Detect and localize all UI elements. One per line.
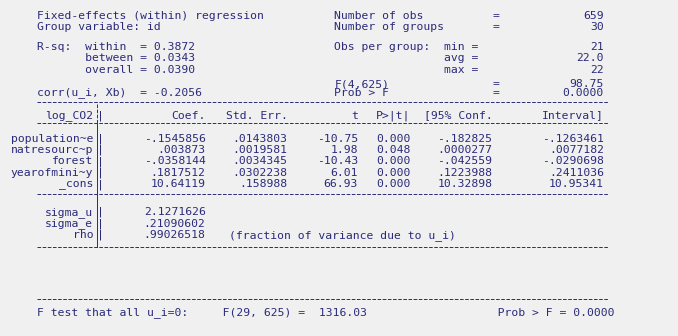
Text: |: | <box>97 207 104 217</box>
Text: |: | <box>97 168 104 178</box>
Text: 10.95341: 10.95341 <box>549 179 604 190</box>
Text: 1.98: 1.98 <box>330 145 358 155</box>
Text: 2.1271626: 2.1271626 <box>144 207 205 217</box>
Text: t: t <box>351 111 358 121</box>
Text: Prob > F: Prob > F <box>334 88 389 98</box>
Text: natresourc~p: natresourc~p <box>11 145 93 155</box>
Text: .003873: .003873 <box>157 145 205 155</box>
Text: Obs per group:  min =: Obs per group: min = <box>334 42 479 52</box>
Text: [95% Conf.: [95% Conf. <box>424 111 492 121</box>
Text: between = 0.0343: between = 0.0343 <box>37 53 195 63</box>
Text: -.1545856: -.1545856 <box>144 133 205 143</box>
Text: 0.000: 0.000 <box>376 157 411 166</box>
Text: .0019581: .0019581 <box>233 145 287 155</box>
Text: 66.93: 66.93 <box>323 179 358 190</box>
Text: -.182825: -.182825 <box>437 133 492 143</box>
Text: .1223988: .1223988 <box>437 168 492 178</box>
Text: .0034345: .0034345 <box>233 157 287 166</box>
Text: 98.75: 98.75 <box>570 79 604 89</box>
Text: 0.0000: 0.0000 <box>563 88 604 98</box>
Text: .0000277: .0000277 <box>437 145 492 155</box>
Text: =: = <box>492 88 500 98</box>
Text: .0302238: .0302238 <box>233 168 287 178</box>
Text: (fraction of variance due to u_i): (fraction of variance due to u_i) <box>229 230 456 241</box>
Text: Number of groups: Number of groups <box>334 22 444 32</box>
Text: Group variable: id: Group variable: id <box>37 22 161 32</box>
Text: Number of obs: Number of obs <box>334 11 424 20</box>
Text: avg =: avg = <box>334 53 479 63</box>
Text: |: | <box>97 110 104 121</box>
Text: sigma_u: sigma_u <box>45 207 93 218</box>
Text: 21: 21 <box>590 42 604 52</box>
Text: Coef.: Coef. <box>172 111 205 121</box>
Text: -10.43: -10.43 <box>317 157 358 166</box>
Text: -.1263461: -.1263461 <box>542 133 604 143</box>
Text: log_CO2: log_CO2 <box>45 110 93 121</box>
Text: .99026518: .99026518 <box>144 230 205 240</box>
Text: population~e: population~e <box>11 133 93 143</box>
Text: 22.0: 22.0 <box>576 53 604 63</box>
Text: -.0290698: -.0290698 <box>542 157 604 166</box>
Text: 10.32898: 10.32898 <box>437 179 492 190</box>
Text: -10.75: -10.75 <box>317 133 358 143</box>
Text: Interval]: Interval] <box>542 111 604 121</box>
Text: P>|t|: P>|t| <box>376 110 411 121</box>
Text: corr(u_i, Xb)  = -0.2056: corr(u_i, Xb) = -0.2056 <box>37 87 202 98</box>
Text: overall = 0.0390: overall = 0.0390 <box>37 65 195 75</box>
Text: |: | <box>97 218 104 229</box>
Text: |: | <box>97 145 104 155</box>
Text: F(4,625): F(4,625) <box>334 79 389 89</box>
Text: F test that all u_i=0:     F(29, 625) =  1316.03                   Prob > F = 0.: F test that all u_i=0: F(29, 625) = 1316… <box>37 307 614 318</box>
Text: 659: 659 <box>583 11 604 20</box>
Text: .1817512: .1817512 <box>151 168 205 178</box>
Text: .158988: .158988 <box>239 179 287 190</box>
Text: .21090602: .21090602 <box>144 219 205 229</box>
Text: -.0358144: -.0358144 <box>144 157 205 166</box>
Text: Fixed-effects (within) regression: Fixed-effects (within) regression <box>37 11 264 20</box>
Text: rho: rho <box>73 230 93 240</box>
Text: R-sq:  within  = 0.3872: R-sq: within = 0.3872 <box>37 42 195 52</box>
Text: =: = <box>492 11 500 20</box>
Text: .0077182: .0077182 <box>549 145 604 155</box>
Text: 6.01: 6.01 <box>330 168 358 178</box>
Text: |: | <box>97 179 104 190</box>
Text: 22: 22 <box>590 65 604 75</box>
Text: |: | <box>97 133 104 144</box>
Text: 0.048: 0.048 <box>376 145 411 155</box>
Text: 0.000: 0.000 <box>376 168 411 178</box>
Text: .2411036: .2411036 <box>549 168 604 178</box>
Text: forest: forest <box>52 157 93 166</box>
Text: 30: 30 <box>590 22 604 32</box>
Text: max =: max = <box>334 65 479 75</box>
Text: .0143803: .0143803 <box>233 133 287 143</box>
Text: |: | <box>97 156 104 167</box>
Text: -.042559: -.042559 <box>437 157 492 166</box>
Text: =: = <box>492 22 500 32</box>
Text: Std. Err.: Std. Err. <box>226 111 287 121</box>
Text: yearofmini~y: yearofmini~y <box>11 168 93 178</box>
Text: _cons: _cons <box>59 179 93 190</box>
Text: sigma_e: sigma_e <box>45 218 93 229</box>
Text: 0.000: 0.000 <box>376 179 411 190</box>
Text: 0.000: 0.000 <box>376 133 411 143</box>
Text: 10.64119: 10.64119 <box>151 179 205 190</box>
Text: |: | <box>97 230 104 241</box>
Text: =: = <box>492 79 500 89</box>
